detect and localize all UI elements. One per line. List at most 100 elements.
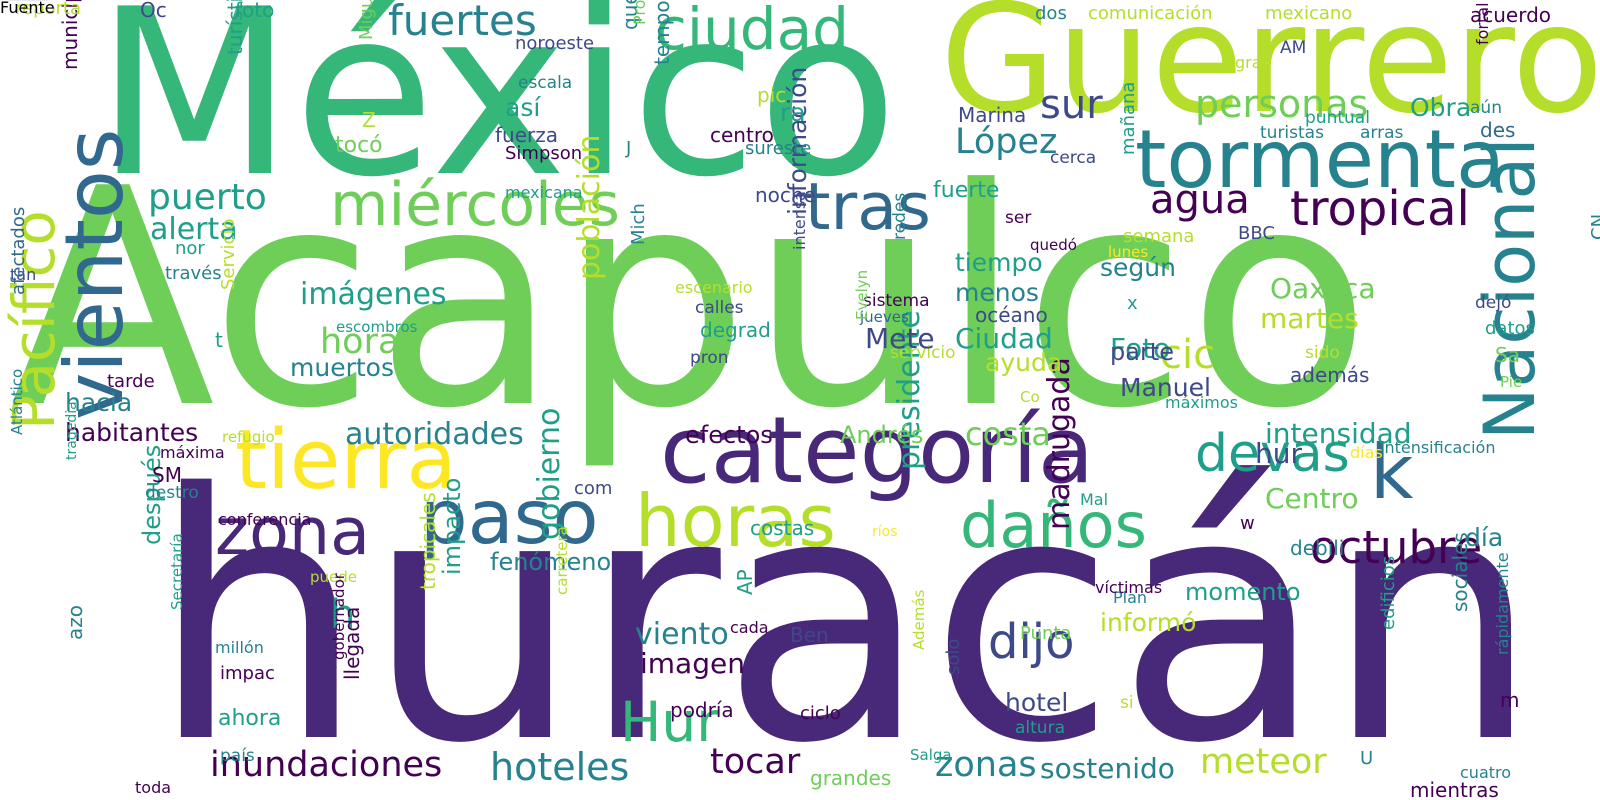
word-comunicacion: comunicación <box>1088 3 1213 24</box>
word-fenomeno: fenómeno <box>490 548 612 576</box>
word-ademas-cap: Además <box>910 589 928 650</box>
word-foto: foto <box>235 0 275 22</box>
word-informo: informó <box>1100 608 1197 637</box>
word-muertos: muertos <box>290 353 394 382</box>
word-j: J <box>626 138 632 159</box>
word-t: t <box>215 328 223 352</box>
word-tierra: tierra <box>235 413 457 508</box>
word-miguel: Miguel <box>356 0 377 40</box>
word-gran: gran <box>1235 53 1272 72</box>
word-impacto: impacto <box>438 477 466 575</box>
word-ra: ra <box>780 98 806 127</box>
word-reporta: reporta <box>15 0 82 19</box>
word-oaxaca: Oaxaca <box>1270 272 1376 305</box>
word-fuerza: fuerza <box>495 123 558 147</box>
word-ciudad: ciudad <box>655 0 849 63</box>
word-solo: solo <box>943 638 964 675</box>
word-hacia: hacia <box>65 388 133 417</box>
word-altura: altura <box>1015 718 1065 738</box>
word-hoteles: hoteles <box>490 745 630 789</box>
word-danos: daños <box>960 489 1147 562</box>
word-hur-large: Hur <box>620 690 719 754</box>
word-h: h <box>330 592 356 638</box>
word-semana: semana <box>1123 226 1195 247</box>
word-sa: Sa <box>1495 343 1520 367</box>
word-marina: Marina <box>958 103 1027 127</box>
word-jueves: jueves <box>860 308 909 326</box>
word-mientras: mientras <box>1410 778 1499 800</box>
word-guerrero: Guerrero <box>940 0 1600 147</box>
word-noroeste: noroeste <box>515 33 595 54</box>
word-lunes: lunes <box>1108 243 1149 261</box>
word-tan: tan <box>10 265 37 284</box>
word-dos: dos <box>1035 3 1067 24</box>
word-oceano: océano <box>975 303 1048 327</box>
word-foto-cap: Foto <box>1110 332 1171 365</box>
word-puntual: puntual <box>1305 108 1370 128</box>
word-degrad: degrad <box>700 318 771 342</box>
word-rios: ríos <box>872 524 898 540</box>
word-categoria: categoría <box>660 397 1095 504</box>
word-cuatro: cuatro <box>1460 763 1512 782</box>
word-mal: Mal <box>1080 490 1109 509</box>
word-acapulco: Acapulco <box>10 125 1372 474</box>
word-puede: puede <box>310 568 358 586</box>
word-rapidamente: rápidamente <box>1493 552 1512 655</box>
word-llegada: llegada <box>340 606 364 680</box>
word-fuerte: fuerte <box>933 178 1000 203</box>
word-personas: personas <box>1195 82 1369 126</box>
word-quedo: quedó <box>1030 236 1077 254</box>
word-devas: devas <box>1195 424 1350 484</box>
word-dijo: dijo <box>988 614 1075 670</box>
word-secretaria: Secretaría <box>168 533 186 610</box>
word-sm: SM <box>152 463 182 487</box>
word-noche: noche <box>755 183 816 207</box>
word-fortal: fortal <box>1473 2 1492 45</box>
word-horas: horas <box>635 479 836 563</box>
word-puerto: puerto <box>148 177 267 218</box>
word-cic: cic <box>1160 332 1216 378</box>
word-manuel: Manuel <box>1120 373 1211 402</box>
word-salga: Salga <box>910 746 952 764</box>
word-ademas: además <box>1290 363 1370 387</box>
word-maximos: máximos <box>1165 393 1239 412</box>
word-tropical: tropical <box>1290 181 1470 237</box>
word-servicio-cap: Servicio <box>218 218 239 290</box>
word-zonas: zonas <box>935 745 1037 785</box>
word-ciclo: ciclo <box>800 703 841 724</box>
word-punta: Punta <box>1020 623 1072 644</box>
word-huracan: huracán <box>150 422 1540 800</box>
word-acuerdo: acuerdo <box>1470 3 1552 27</box>
word-cerca: cerca <box>1050 148 1097 168</box>
word-paso: paso <box>420 473 599 561</box>
word-tras: tras <box>805 170 931 245</box>
word-destro: destro <box>145 483 199 503</box>
word-miercoles: miércoles <box>330 170 620 240</box>
word-segun: según <box>1100 253 1176 282</box>
word-sido: sido <box>1305 343 1340 363</box>
word-si: si <box>1120 693 1134 713</box>
word-sostenido: sostenido <box>1040 752 1175 785</box>
word-ahora: ahora <box>218 706 282 731</box>
word-millon: millón <box>215 638 264 657</box>
word-alerta: alerta <box>150 212 238 247</box>
word-z: Z <box>362 108 376 132</box>
word-proteccion: Protección <box>630 0 649 25</box>
word-dia: día <box>1465 523 1504 552</box>
word-pais: país <box>220 746 255 766</box>
word-cada: cada <box>730 618 769 637</box>
word-zona: zona <box>215 495 370 570</box>
word-traves: través <box>165 263 222 284</box>
word-parte: parte <box>1110 338 1174 366</box>
word-centro-cap: Centro <box>1265 482 1359 515</box>
word-intensidad: intensidad <box>1265 417 1412 450</box>
word-costas: costas <box>750 516 815 540</box>
word-des: des <box>1480 118 1516 142</box>
word-hur-small: hur <box>1255 437 1303 470</box>
word-lopez: López <box>955 122 1058 162</box>
word-centro: centro <box>710 123 774 147</box>
word-ciudad-cap: Ciudad <box>955 322 1053 355</box>
word-habitantes: habitantes <box>65 418 199 447</box>
word-mexico: México <box>95 0 899 228</box>
word-oc: Oc <box>140 0 167 22</box>
